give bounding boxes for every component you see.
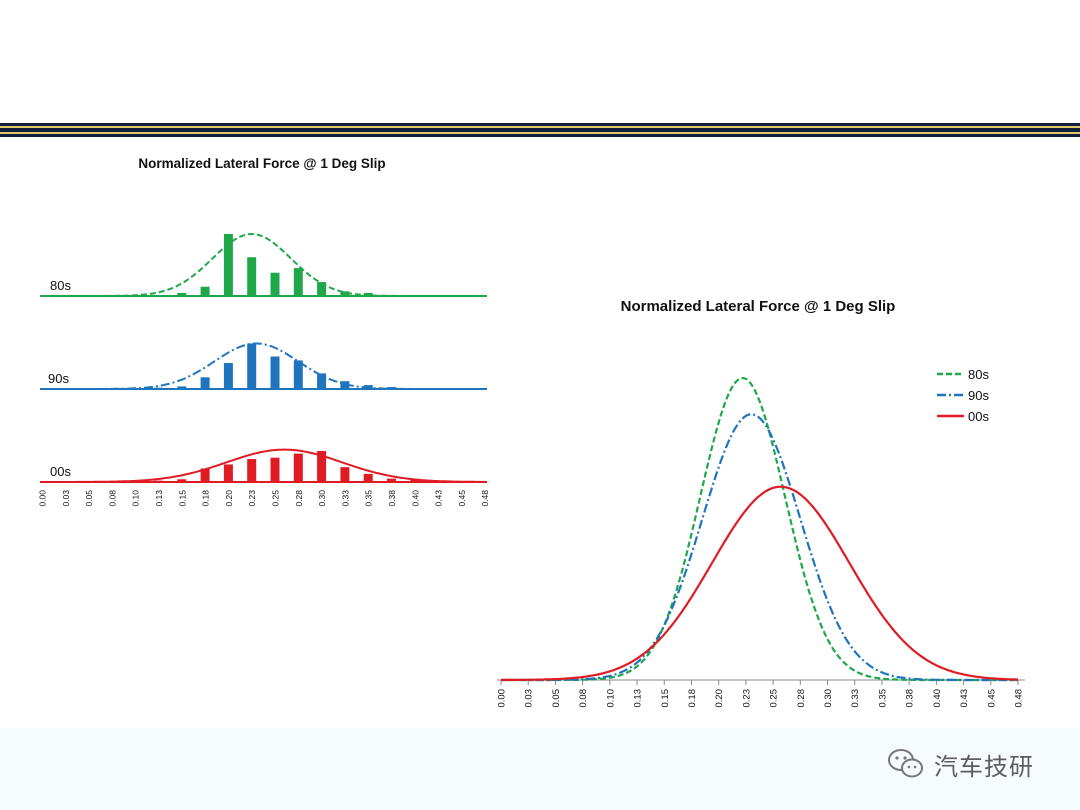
legend-label-90s: 90s: [968, 388, 989, 403]
legend: 80s 90s 00s: [937, 367, 989, 424]
panel-90s: [40, 342, 487, 390]
series-line-90s: [501, 413, 1018, 682]
watermark: 汽车技研: [886, 744, 1034, 784]
left-tick-label-0.45: 0.45: [457, 490, 467, 507]
bar-00s-0.18: [200, 468, 210, 482]
right-tick-label-0.45: 0.45: [986, 689, 997, 708]
bar-00s-0.30: [317, 450, 327, 482]
right-tick-label-0.30: 0.30: [823, 689, 834, 708]
right-tick-label-0.00: 0.00: [497, 689, 508, 708]
right-tick-label-0.40: 0.40: [932, 689, 943, 708]
bar-80s-0.13: [154, 295, 163, 296]
right-x-tick-labels: 0.00 0.03 0.05 0.08 0.10 0.13 0.15 0.18 0.20 0.23…: [497, 689, 1025, 708]
right-tick-label-0.03: 0.03: [524, 689, 535, 708]
right-tick-label-0.38: 0.38: [905, 689, 916, 708]
bar-90s-0.18: [200, 377, 210, 389]
bar-00s-0.35: [363, 473, 373, 482]
left-tick-label-0.25: 0.25: [271, 490, 281, 507]
right-tick-label-0.35: 0.35: [877, 689, 888, 708]
label-00s: 00s: [50, 464, 71, 479]
series-line-00s: [500, 485, 1018, 682]
right-tick-label-0.23: 0.23: [741, 689, 752, 708]
left-tick-label-0.13: 0.13: [154, 490, 164, 507]
right-tick-label-0.13: 0.13: [633, 689, 644, 708]
left-bar-chart: Normalized Lateral Force @ 1 Deg Slip 80…: [38, 156, 491, 507]
bar-90s-0.20: [223, 363, 233, 389]
bar-00s-0.40: [410, 479, 420, 482]
left-tick-label-0.18: 0.18: [201, 490, 211, 507]
right-x-tick-marks: [500, 680, 1019, 685]
left-tick-label-0.10: 0.10: [131, 490, 141, 507]
bar-00s-0.25: [270, 457, 280, 482]
right-tick-label-0.48: 0.48: [1014, 689, 1025, 708]
right-tick-label-0.08: 0.08: [578, 689, 589, 708]
left-tick-label-0.00: 0.00: [38, 490, 48, 507]
series-line-80s: [501, 376, 1018, 682]
left-tick-label-0.23: 0.23: [247, 490, 257, 507]
legend-label-80s: 80s: [968, 367, 989, 382]
bar-00s-0.28: [293, 453, 303, 482]
bar-00s-0.13: [154, 480, 163, 482]
bar-90s-0.28: [293, 360, 303, 389]
left-x-tick-labels: 0.00 0.03 0.05 0.08 0.10 0.13 0.15 0.18 0.20 0.23…: [38, 490, 491, 507]
bar-80s-0.25: [270, 272, 280, 296]
right-tick-label-0.05: 0.05: [551, 689, 562, 708]
bar-80s-0.15: [177, 292, 187, 296]
bar-80s-0.18: [200, 286, 210, 296]
bar-00s-0.23: [247, 459, 257, 482]
panel-00s: [40, 448, 487, 483]
bar-80s-0.30: [317, 282, 327, 296]
bar-00s-0.38: [387, 478, 396, 482]
bar-80s-0.23: [247, 257, 257, 296]
fit-curve-00s: [42, 448, 485, 483]
left-tick-label-0.43: 0.43: [434, 490, 444, 507]
wechat-icon: [888, 749, 923, 778]
bar-80s-0.28: [293, 268, 303, 296]
right-tick-label-0.28: 0.28: [796, 689, 807, 708]
header-rule: [0, 123, 1080, 138]
left-tick-label-0.35: 0.35: [364, 490, 374, 507]
right-tick-label-0.25: 0.25: [769, 689, 780, 708]
right-tick-label-0.10: 0.10: [605, 689, 616, 708]
bar-90s-0.30: [317, 373, 327, 389]
legend-label-00s: 00s: [968, 409, 989, 424]
right-line-chart: Normalized Lateral Force @ 1 Deg Slip 0.…: [497, 298, 1025, 708]
right-series-lines: [500, 376, 1018, 682]
bar-80s-0.20: [223, 234, 233, 296]
left-tick-label-0.40: 0.40: [410, 490, 420, 507]
left-tick-label-0.15: 0.15: [177, 490, 187, 507]
right-chart-title: Normalized Lateral Force @ 1 Deg Slip: [621, 298, 896, 315]
bar-80s-0.33: [340, 291, 350, 296]
fit-curve-90s: [42, 342, 485, 390]
bar-00s-0.15: [177, 479, 187, 482]
left-tick-label-0.38: 0.38: [387, 490, 397, 507]
right-tick-label-0.43: 0.43: [959, 689, 970, 708]
watermark-text: 汽车技研: [934, 752, 1034, 781]
bar-00s-0.20: [223, 464, 233, 482]
left-chart-title: Normalized Lateral Force @ 1 Deg Slip: [138, 156, 385, 171]
bar-90s-0.23: [247, 343, 257, 389]
right-tick-label-0.18: 0.18: [687, 689, 698, 708]
left-tick-label-0.30: 0.30: [317, 490, 327, 507]
bar-00s-0.33: [340, 467, 350, 482]
right-tick-label-0.15: 0.15: [660, 689, 671, 708]
bar-90s-0.13: [154, 387, 163, 389]
fit-curve-80s: [42, 232, 485, 297]
right-tick-label-0.33: 0.33: [850, 689, 861, 708]
bar-90s-0.15: [177, 386, 187, 389]
left-tick-label-0.05: 0.05: [84, 490, 94, 507]
panel-80s: [40, 232, 487, 297]
right-tick-label-0.20: 0.20: [714, 689, 725, 708]
label-90s: 90s: [48, 371, 69, 386]
bar-90s-0.25: [270, 356, 280, 389]
left-tick-label-0.20: 0.20: [224, 490, 234, 507]
slide-header-area: [0, 0, 1080, 123]
left-tick-label-0.33: 0.33: [340, 490, 350, 507]
label-80s: 80s: [50, 278, 71, 293]
left-tick-label-0.48: 0.48: [480, 490, 490, 507]
left-tick-label-0.03: 0.03: [61, 490, 71, 507]
left-tick-label-0.08: 0.08: [107, 490, 117, 507]
left-tick-label-0.28: 0.28: [294, 490, 304, 507]
